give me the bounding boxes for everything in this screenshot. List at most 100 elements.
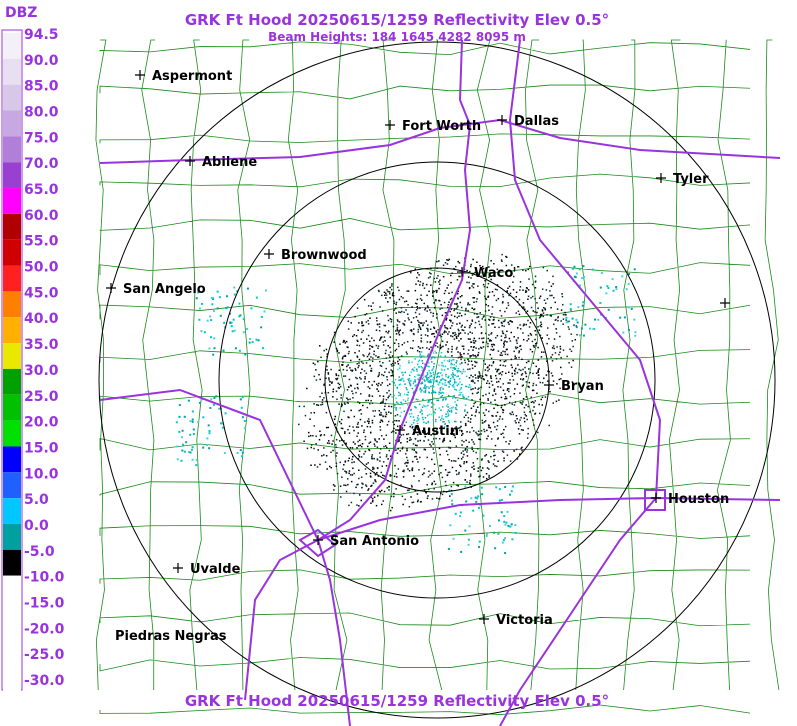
echo [414,302,417,305]
echo [488,424,490,427]
echo [434,412,436,414]
echo [378,438,380,440]
echo [334,415,337,418]
echo [484,310,487,312]
echo [470,277,472,279]
echo [401,343,404,346]
echo [422,398,424,401]
echo [523,324,525,326]
echo [425,283,428,286]
echo [392,325,395,328]
echo [579,334,582,337]
echo [416,272,419,274]
echo [496,465,498,468]
echo [509,525,512,528]
echo [476,261,478,263]
echo [457,356,460,359]
echo [450,319,452,322]
echo [466,455,469,457]
echo [408,360,410,362]
echo [545,289,548,291]
echo [427,439,430,441]
echo [346,346,348,348]
echo [537,307,539,309]
echo [344,342,347,344]
echo [463,441,465,443]
echo [246,327,249,330]
echo [464,409,466,411]
echo [395,409,397,411]
echo [337,382,339,385]
echo [356,356,359,358]
echo [421,381,424,383]
echo [478,433,480,436]
echo [493,531,496,534]
echo [509,493,512,496]
echo [382,374,385,377]
echo [471,399,473,401]
echo [445,317,448,320]
echo [435,289,437,292]
echo [383,291,386,294]
echo [472,375,474,378]
echo [477,375,479,377]
echo [430,381,432,384]
echo [447,333,449,335]
echo [433,397,435,399]
echo [389,474,392,476]
echo [527,432,529,435]
echo [316,404,318,406]
echo [435,291,438,293]
echo [358,362,360,364]
echo [236,452,239,455]
echo [408,439,411,441]
echo [451,348,453,351]
echo [416,276,418,279]
echo [387,420,390,423]
echo [453,380,456,383]
echo [464,424,467,427]
echo [515,291,518,294]
echo [405,465,408,467]
echo [344,403,346,405]
echo [500,373,503,376]
city-marker [173,563,183,573]
echo [433,290,436,293]
echo [348,425,351,428]
echo [248,341,251,344]
echo [351,461,353,464]
echo [466,281,468,284]
echo [434,483,437,485]
echo [353,461,355,463]
echo [450,493,453,496]
echo [430,413,433,416]
echo [495,337,497,339]
echo [496,334,499,337]
echo [534,281,537,283]
echo [425,376,428,379]
echo [507,269,510,271]
echo [335,444,337,446]
echo [388,360,391,362]
echo [423,379,426,381]
echo [485,477,488,480]
echo [418,480,420,482]
echo [583,275,586,278]
echo [358,469,360,471]
echo [369,402,371,405]
echo [331,382,333,384]
echo [490,278,492,281]
echo [423,387,425,389]
echo [492,349,494,352]
echo [417,319,419,322]
echo [528,386,530,388]
echo [418,274,420,276]
echo [461,356,463,358]
echo [453,367,456,369]
echo [433,332,435,335]
echo [427,330,429,332]
echo [441,377,444,380]
echo [501,450,504,452]
echo [488,410,490,413]
echo [411,467,414,469]
